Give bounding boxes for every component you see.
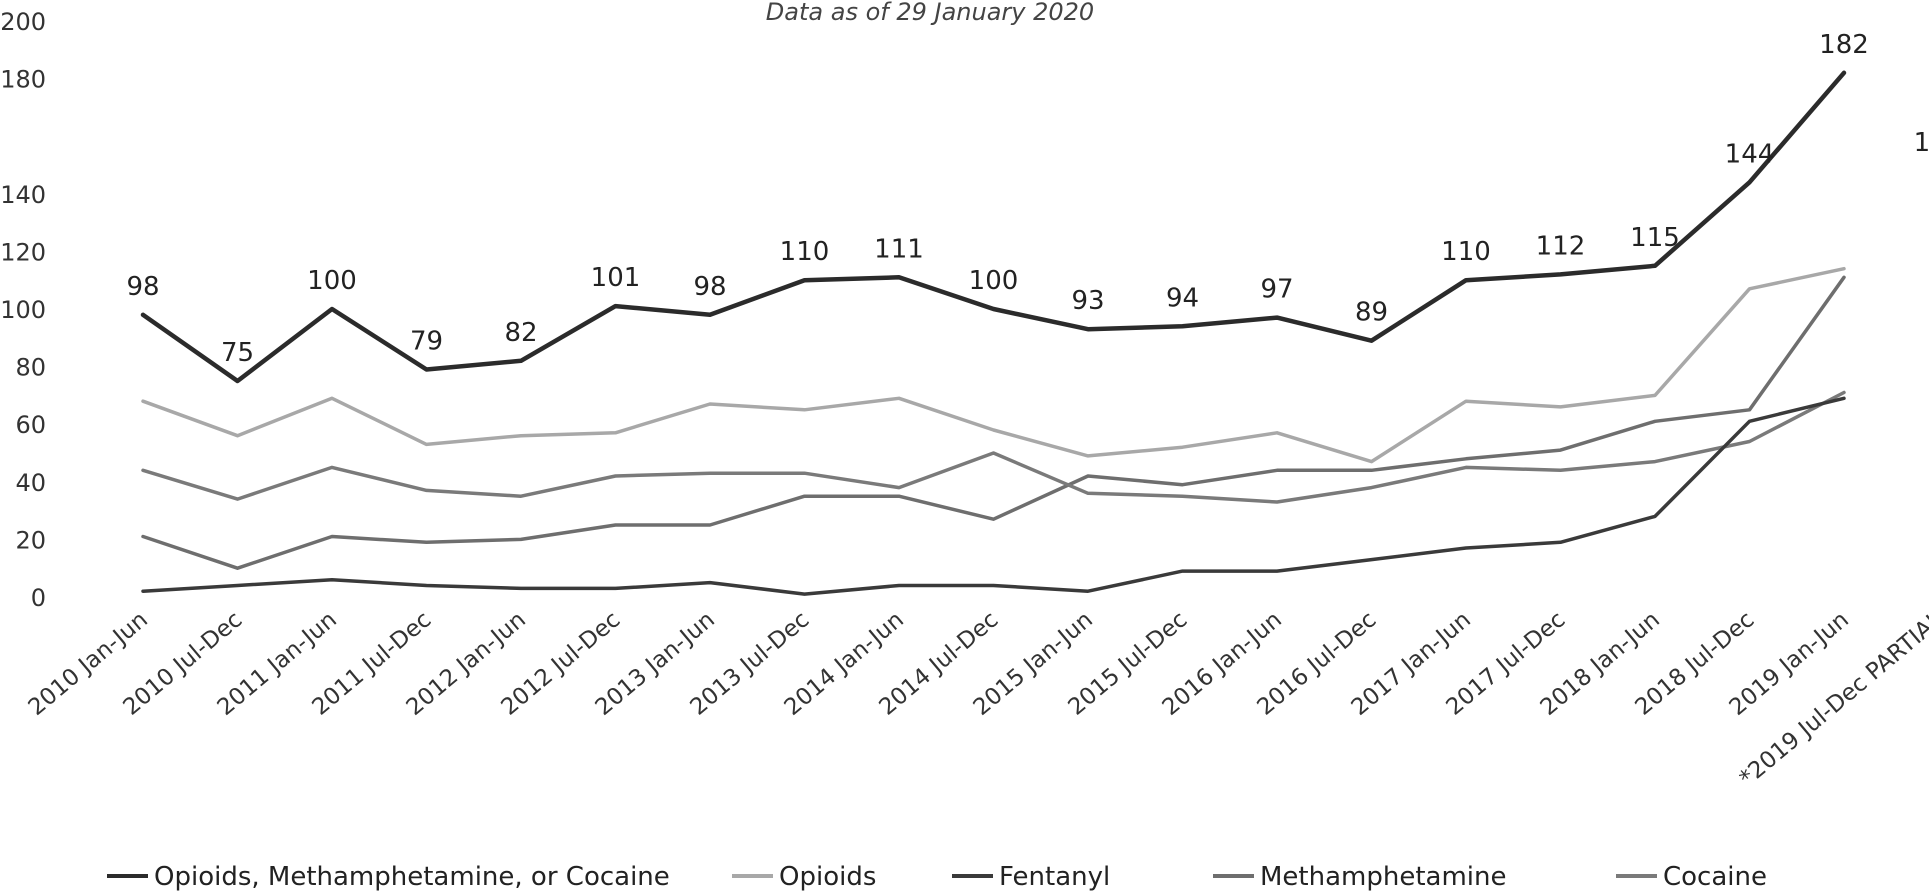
legend-label: Methamphetamine xyxy=(1260,862,1507,891)
data-label: 112 xyxy=(1536,231,1586,261)
data-label: 101 xyxy=(591,263,641,293)
y-tick-label: 140 xyxy=(0,181,46,209)
data-label: 75 xyxy=(221,338,254,368)
y-tick-label: 40 xyxy=(15,469,46,497)
y-tick-label: 60 xyxy=(15,411,46,439)
y-tick-label: 180 xyxy=(0,66,46,94)
y-tick-label: 20 xyxy=(15,526,46,554)
legend-label: Opioids, Methamphetamine, or Cocaine xyxy=(154,862,670,891)
data-label-layer: 98 75 100 79 82 101 98 110 111 100 93 94 97 89 110 112 1… xyxy=(126,30,1929,368)
series-line xyxy=(141,275,1846,570)
legend: Opioids, Methamphetamine, or Cocaine Opio… xyxy=(107,862,1767,891)
series-layer xyxy=(140,70,1847,596)
data-label: 110 xyxy=(1441,237,1491,267)
series-line xyxy=(140,70,1847,384)
data-label: 115 xyxy=(1630,223,1680,253)
data-label: 182 xyxy=(1819,30,1869,60)
y-tick-label: 0 xyxy=(31,584,46,612)
legend-label: Opioids xyxy=(779,862,876,891)
data-label: 82 xyxy=(504,318,537,348)
data-label: 144 xyxy=(1725,139,1775,169)
data-label: 100 xyxy=(969,266,1019,296)
y-tick-label: 200 xyxy=(0,8,46,36)
series-line xyxy=(141,396,1846,596)
chart-subtitle: Data as of 29 January 2020 xyxy=(766,0,1094,26)
data-label: 97 xyxy=(1260,275,1293,305)
series-line xyxy=(141,266,1846,464)
data-label: 98 xyxy=(693,272,726,302)
series-line xyxy=(141,390,1846,504)
data-label: 98 xyxy=(126,272,159,302)
data-label: 93 xyxy=(1071,286,1104,316)
y-tick-label: 80 xyxy=(15,354,46,382)
data-label: 89 xyxy=(1355,298,1388,328)
data-label: 148 xyxy=(1914,128,1929,158)
data-label: 79 xyxy=(410,326,443,356)
legend-label: Cocaine xyxy=(1663,862,1767,891)
data-label: 100 xyxy=(307,266,357,296)
data-label: 111 xyxy=(874,234,924,264)
y-axis: 0 20 40 60 80 100 120 140 180 200 xyxy=(0,8,46,612)
data-label: 94 xyxy=(1166,283,1199,313)
legend-label: Fentanyl xyxy=(999,862,1110,891)
y-tick-label: 120 xyxy=(0,238,46,266)
data-label: 110 xyxy=(780,237,830,267)
y-tick-label: 100 xyxy=(0,296,46,324)
